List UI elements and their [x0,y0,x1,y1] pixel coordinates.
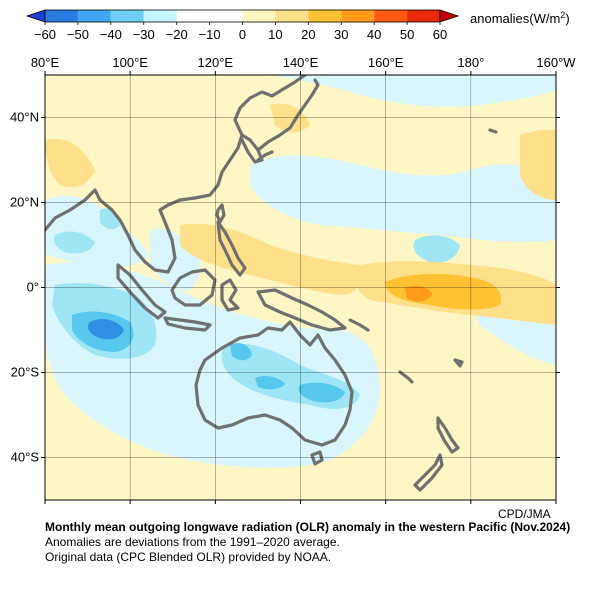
colorbar-tick-label: −60 [34,27,56,42]
colorbar-segment [374,10,408,22]
colorbar-tick-label: 40 [367,27,381,42]
figure-caption: Monthly mean outgoing longwave radiation… [45,520,585,565]
coastline-new-zealand-north [436,416,460,454]
latitude-label: 40°N [10,110,39,125]
anomaly-neg30-sw-australia [298,382,345,403]
colorbar-legend: −60 −50 −40 −30 −20 −10 0 10 20 30 40 50 60 anomalie… [25,9,570,42]
coastline-tasmania [310,450,324,466]
coastline-australia [194,320,354,447]
caption-line-baseline: Anomalies are deviations from the 1991–2… [45,535,340,549]
anomaly-pos20-north-japan [45,139,95,187]
anomaly-neg20-bay-of-bengal [54,231,95,254]
colorbar-tick-label: −30 [133,27,155,42]
olr-anomaly-map: 80°E 100°E 120°E 140°E 160°E 180° 160°W 40°N 20… [10,55,576,504]
coastline-solomon-islands [348,318,370,332]
anomaly-neg20-west-pacific [413,235,460,263]
longitude-label: 80°E [31,55,60,70]
colorbar-tick-label: −10 [199,27,221,42]
map-frame [44,74,557,501]
colorbar-segment [143,10,177,22]
coastline-sumatra [116,263,167,320]
colorbar-segment [77,10,111,22]
colorbar-segment [209,10,243,22]
coastline-new-guinea [256,288,347,332]
coastline-korea [240,133,264,164]
anomaly-neg30-nw-australia [230,343,252,361]
longitude-label: 100°E [112,55,148,70]
latitude-label: 20°S [11,365,40,380]
anomaly-pos40-core [405,286,432,302]
anomaly-neg10-ne-region [250,155,556,243]
latitude-label: 40°S [11,450,40,465]
colorbar-tick-label: 60 [433,27,447,42]
colorbar-segment [341,10,375,22]
anomaly-neg10-japan-region [270,75,556,107]
longitude-label: 180° [457,55,484,70]
coastline-japan [256,78,320,152]
longitude-label: 160°E [368,55,404,70]
caption-line-source: Original data (CPC Blended OLR) provided… [45,550,332,564]
coastline-new-zealand-south [413,453,444,492]
coastline-fiji [453,358,464,368]
colorbar-segment [45,10,78,22]
colorbar-arrow-high [439,9,460,23]
colorbar-segment [110,10,144,22]
colorbar-tick-label: −20 [166,27,188,42]
anomaly-pos20-philippine-sea [180,223,362,295]
latitude-label: 0° [27,280,39,295]
colorbar-unit-label: anomalies(W/m2) [470,10,570,26]
anomaly-neg40-core [87,319,124,340]
colorbar-tick-label: 10 [268,27,282,42]
colorbar-tick-label: −40 [100,27,122,42]
longitude-label: 160°W [536,55,576,70]
coastline-taiwan [215,203,226,224]
colorbar-tick-label: 30 [334,27,348,42]
graticule [41,71,560,504]
coastline-hawaii [488,128,498,134]
source-credit: CPD/JMA [498,507,551,521]
colorbar-segment [308,10,342,22]
longitude-label: 140°E [283,55,319,70]
latitude-label: 20°N [10,195,39,210]
colorbar-segment [242,10,276,22]
anomaly-neg30-central-australia [255,376,285,390]
coastline-philippines [216,220,247,277]
coastline-java [163,316,212,332]
latitude-labels: 40°N 20°N 0° 20°S 40°S [10,110,39,465]
colorbar-scale [25,9,460,23]
colorbar-segment [407,10,440,22]
coastline-asia [45,75,307,274]
colorbar-tick-label: 20 [301,27,315,42]
coastline-new-caledonia [398,370,414,384]
longitude-labels: 80°E 100°E 120°E 140°E 160°E 180° 160°W [31,55,576,70]
colorbar-tick-label: 0 [239,27,246,42]
colorbar-arrow-low [25,9,46,23]
coastline-kyushu [256,150,274,162]
colorbar-segment [176,10,210,22]
anomaly-field [45,75,556,468]
caption-title: Monthly mean outgoing longwave radiation… [45,520,571,534]
coastlines [45,75,498,492]
colorbar-tick-label: 50 [400,27,414,42]
colorbar-tick-labels: −60 −50 −40 −30 −20 −10 0 10 20 30 40 50 60 [34,22,447,42]
longitude-label: 120°E [198,55,234,70]
colorbar-tick-label: −50 [67,27,89,42]
anomaly-pos20-northeast [520,129,556,200]
colorbar-segment [275,10,309,22]
coastline-sulawesi [220,278,240,312]
